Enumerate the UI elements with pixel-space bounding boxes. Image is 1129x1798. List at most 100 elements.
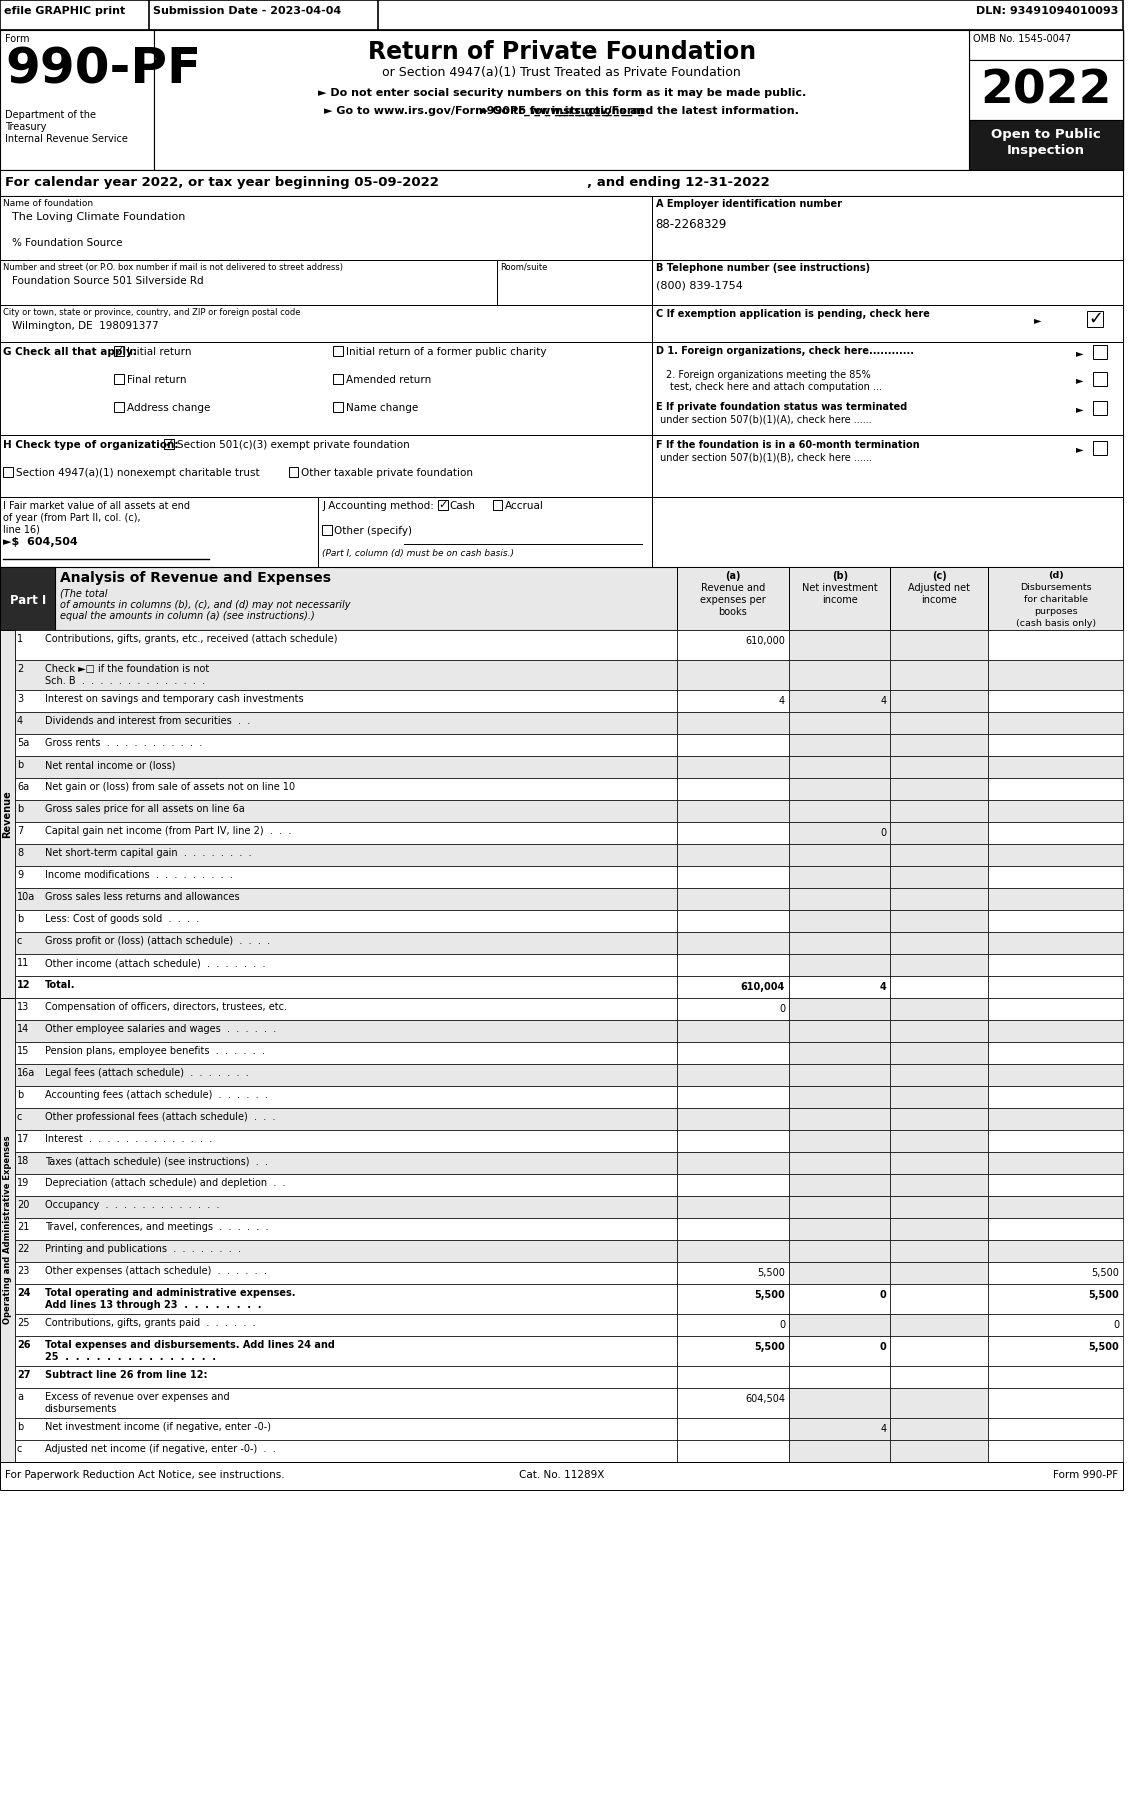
Bar — [676, 1153, 789, 1174]
Bar — [15, 1284, 676, 1314]
Bar — [676, 1366, 789, 1388]
Bar — [988, 1336, 1123, 1366]
Text: of amounts in columns (b), (c), and (d) may not necessarily: of amounts in columns (b), (c), and (d) … — [60, 601, 350, 610]
Bar — [988, 1419, 1123, 1440]
Bar — [891, 1129, 988, 1153]
Bar — [988, 955, 1123, 976]
Text: Check ►□ if the foundation is not: Check ►□ if the foundation is not — [45, 663, 209, 674]
Text: b: b — [17, 913, 24, 924]
Text: 21: 21 — [17, 1223, 29, 1232]
Bar — [891, 1196, 988, 1217]
Bar — [891, 1388, 988, 1419]
Text: ►: ► — [1076, 349, 1083, 358]
Bar — [0, 31, 155, 171]
Bar — [988, 843, 1123, 867]
Text: b: b — [17, 1422, 24, 1431]
Text: Part I: Part I — [10, 595, 46, 608]
Text: Form 990-PF: Form 990-PF — [1053, 1471, 1119, 1480]
Text: Section 4947(a)(1) nonexempt charitable trust: Section 4947(a)(1) nonexempt charitable … — [16, 467, 260, 478]
Text: ►$  604,504: ►$ 604,504 — [3, 538, 78, 547]
Text: 11: 11 — [17, 958, 29, 967]
Bar — [676, 888, 789, 910]
Bar — [15, 779, 676, 800]
Text: or Section 4947(a)(1) Trust Treated as Private Foundation: or Section 4947(a)(1) Trust Treated as P… — [383, 67, 741, 79]
Bar — [789, 629, 891, 660]
Bar — [789, 931, 891, 955]
Bar — [323, 525, 332, 536]
Text: 27: 27 — [17, 1370, 30, 1381]
Bar — [789, 1108, 891, 1129]
Text: A Employer identification number: A Employer identification number — [656, 200, 842, 209]
Bar — [891, 800, 988, 822]
Bar — [15, 955, 676, 976]
Bar — [789, 690, 891, 712]
Bar — [891, 910, 988, 931]
Text: 7: 7 — [17, 825, 24, 836]
Bar — [988, 1129, 1123, 1153]
Bar — [891, 566, 988, 629]
Bar — [789, 1314, 891, 1336]
Bar — [676, 1174, 789, 1196]
Bar — [789, 1086, 891, 1108]
Text: Accounting fees (attach schedule)  .  .  .  .  .  .: Accounting fees (attach schedule) . . . … — [45, 1090, 268, 1100]
Bar — [676, 1196, 789, 1217]
Text: Address change: Address change — [128, 403, 211, 414]
Bar — [891, 1086, 988, 1108]
Text: 20: 20 — [17, 1199, 29, 1210]
Bar — [891, 1262, 988, 1284]
Text: 5,500: 5,500 — [758, 1268, 785, 1278]
Bar — [15, 690, 676, 712]
Text: 22: 22 — [17, 1244, 29, 1253]
Bar — [676, 712, 789, 734]
Bar — [676, 1217, 789, 1241]
Text: Net gain or (loss) from sale of assets not on line 10: Net gain or (loss) from sale of assets n… — [45, 782, 295, 791]
Bar — [0, 261, 498, 306]
Bar — [988, 566, 1123, 629]
Bar — [789, 1366, 891, 1388]
Bar — [789, 1043, 891, 1064]
Bar — [891, 690, 988, 712]
Text: Number and street (or P.O. box number if mail is not delivered to street address: Number and street (or P.O. box number if… — [3, 263, 343, 271]
Bar — [676, 800, 789, 822]
Bar — [891, 1314, 988, 1336]
Text: Less: Cost of goods sold  .  .  .  .: Less: Cost of goods sold . . . . — [45, 913, 199, 924]
Text: 6a: 6a — [17, 782, 29, 791]
Bar — [891, 1440, 988, 1462]
Bar — [891, 888, 988, 910]
Text: Initial return of a former public charity: Initial return of a former public charit… — [347, 347, 546, 358]
Text: D 1. Foreign organizations, check here............: D 1. Foreign organizations, check here..… — [656, 345, 913, 356]
Bar — [1094, 345, 1108, 360]
Bar — [0, 566, 1123, 629]
Text: I Fair market value of all assets at end: I Fair market value of all assets at end — [3, 502, 190, 511]
Bar — [114, 345, 124, 356]
Text: Interest on savings and temporary cash investments: Interest on savings and temporary cash i… — [45, 694, 304, 705]
Text: Revenue and: Revenue and — [701, 583, 765, 593]
Bar — [988, 1064, 1123, 1086]
Text: B Telephone number (see instructions): B Telephone number (see instructions) — [656, 263, 869, 273]
Bar — [15, 910, 676, 931]
Text: Room/suite: Room/suite — [500, 263, 548, 271]
Text: of year (from Part II, col. (c),: of year (from Part II, col. (c), — [3, 512, 141, 523]
Bar — [651, 261, 1123, 306]
Text: 5,500: 5,500 — [754, 1289, 785, 1300]
Bar — [15, 1241, 676, 1262]
Text: G Check all that apply:: G Check all that apply: — [3, 347, 137, 358]
Text: Open to Public: Open to Public — [991, 128, 1101, 140]
Bar — [651, 196, 1123, 261]
Text: Printing and publications  .  .  .  .  .  .  .  .: Printing and publications . . . . . . . … — [45, 1244, 240, 1253]
Bar — [891, 1174, 988, 1196]
Text: Operating and Administrative Expenses: Operating and Administrative Expenses — [3, 1136, 12, 1325]
Text: Other (specify): Other (specify) — [334, 527, 412, 536]
Bar — [676, 955, 789, 976]
Text: Cash: Cash — [449, 502, 475, 511]
Bar — [676, 1129, 789, 1153]
Text: Final return: Final return — [128, 376, 187, 385]
Bar — [0, 435, 651, 496]
Text: Capital gain net income (from Part IV, line 2)  .  .  .: Capital gain net income (from Part IV, l… — [45, 825, 291, 836]
Text: 12: 12 — [17, 980, 30, 991]
Bar — [15, 1043, 676, 1064]
Text: The Loving Climate Foundation: The Loving Climate Foundation — [12, 212, 185, 221]
Bar — [676, 1388, 789, 1419]
Bar — [651, 342, 1123, 435]
Bar — [0, 196, 651, 261]
